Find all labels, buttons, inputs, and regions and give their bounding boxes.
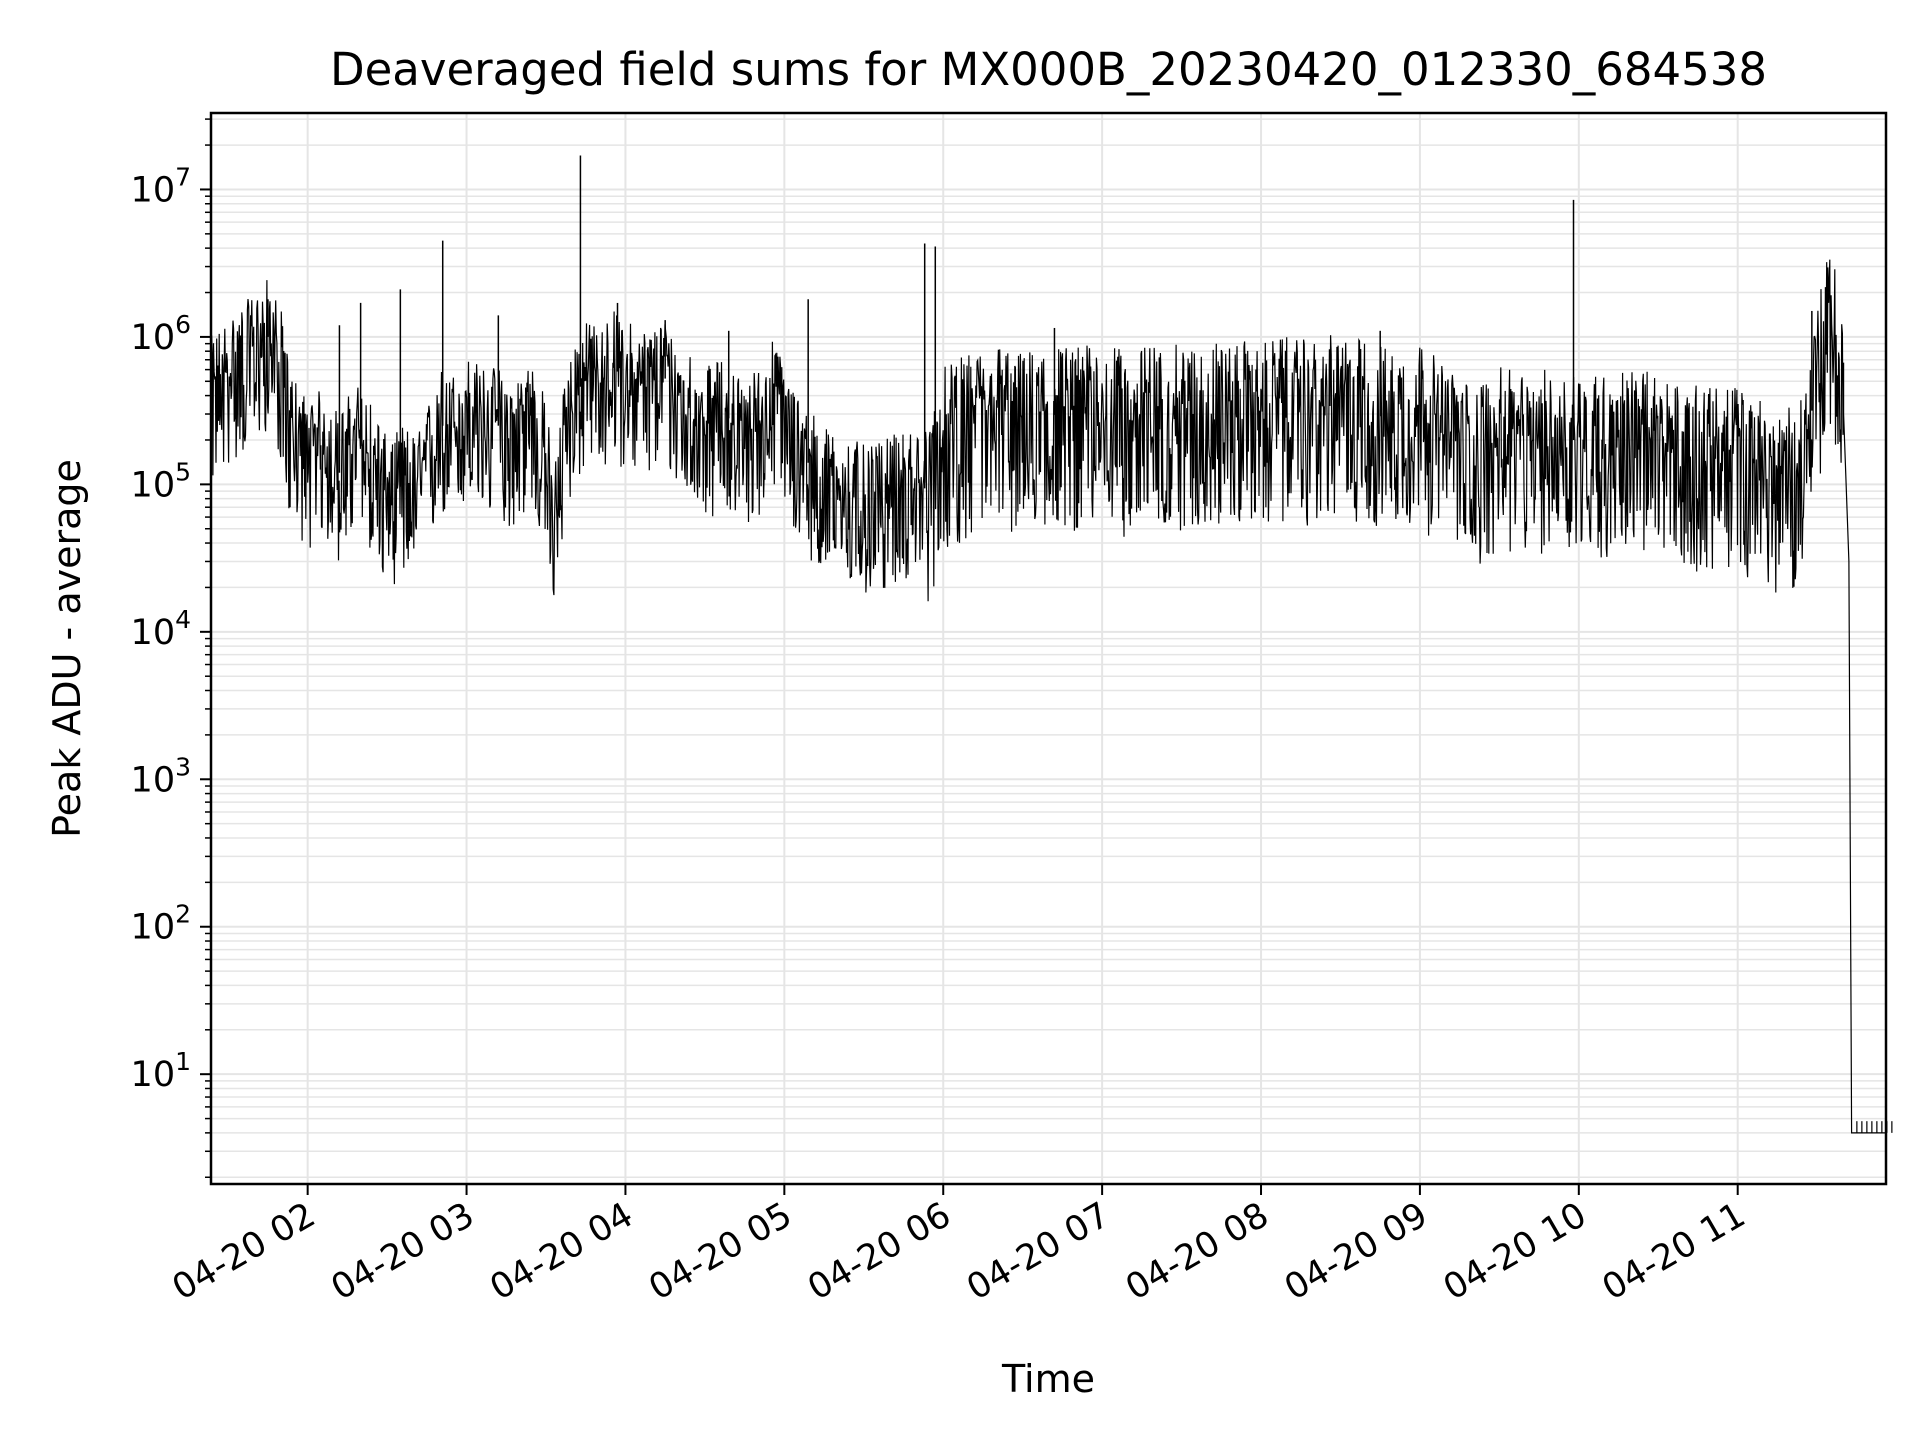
grid	[211, 113, 1886, 1184]
x-tick-label: 04-20 09	[1278, 1195, 1434, 1308]
y-tick-label: 102	[131, 900, 191, 948]
x-tick-label: 04-20 05	[643, 1195, 799, 1308]
y-axis-title: Peak ADU - average	[45, 459, 89, 838]
y-tick-label: 104	[131, 605, 191, 653]
x-tick-label: 04-20 04	[484, 1195, 640, 1308]
x-tick-label: 04-20 03	[325, 1195, 481, 1308]
series-line	[210, 259, 1886, 1134]
plot-area-frame	[209, 111, 1888, 1186]
x-tick-label: 04-20 06	[801, 1195, 957, 1308]
x-axis-title: Time	[1001, 1357, 1095, 1401]
y-tick-label: 103	[131, 752, 191, 800]
x-tick-label: 04-20 08	[1119, 1195, 1275, 1308]
data-series	[210, 155, 1893, 1134]
y-tick-label: 107	[131, 162, 191, 210]
x-tick-label: 04-20 02	[166, 1195, 322, 1308]
y-tick-label: 101	[131, 1047, 191, 1095]
x-tick-label: 04-20 07	[960, 1195, 1116, 1308]
chart-title: Deaveraged field sums for MX000B_2023042…	[330, 43, 1767, 96]
y-tick-label: 106	[131, 310, 191, 358]
y-tick-label: 105	[131, 457, 191, 505]
x-tick-label: 04-20 11	[1596, 1195, 1752, 1308]
x-tick-label: 04-20 10	[1437, 1195, 1593, 1308]
